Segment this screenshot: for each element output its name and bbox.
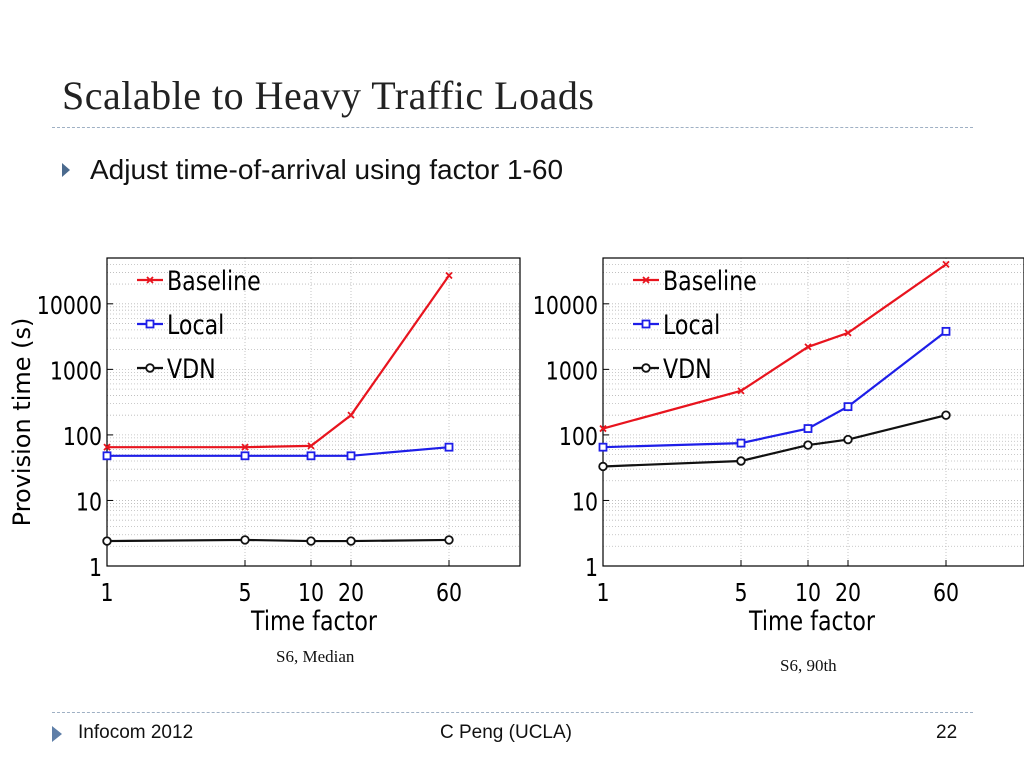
legend-label-vdn: VDN — [663, 353, 712, 385]
data-point-vdn — [444, 535, 454, 545]
y-tick-label: 10000 — [37, 292, 102, 320]
legend-label-local: Local — [663, 309, 720, 341]
x-tick-label: 1 — [100, 579, 113, 607]
slide-title: Scalable to Heavy Traffic Loads — [62, 73, 595, 118]
x-tick-label: 5 — [734, 579, 747, 607]
data-point-vdn — [346, 536, 356, 546]
x-tick-label: 60 — [436, 579, 462, 607]
legend-marker-vdn — [641, 363, 651, 373]
data-point-vdn — [941, 410, 951, 420]
data-point-local — [306, 451, 316, 461]
data-point-baseline — [241, 443, 249, 451]
legend-marker-baseline — [146, 276, 154, 284]
data-point-baseline — [307, 442, 315, 450]
x-tick-label: 1 — [596, 579, 609, 607]
y-tick-label: 1 — [89, 554, 102, 582]
footer-triangle-icon — [52, 726, 62, 742]
x-tick-label: 60 — [933, 579, 959, 607]
x-tick-label: 10 — [795, 579, 821, 607]
x-tick-label: 5 — [238, 579, 251, 607]
data-point-baseline — [737, 387, 745, 395]
y-tick-label: 1 — [585, 554, 598, 582]
bullet-text: Adjust time-of-arrival using factor 1-60 — [90, 154, 564, 185]
footer-author: C Peng (UCLA) — [440, 722, 572, 743]
data-point-baseline — [599, 424, 607, 433]
data-point-vdn — [803, 440, 813, 450]
legend-label-baseline: Baseline — [167, 265, 261, 297]
plot-area — [107, 258, 520, 566]
data-point-baseline — [445, 271, 453, 280]
legend-marker-baseline — [642, 276, 650, 284]
data-point-local — [102, 451, 112, 461]
data-point-vdn — [306, 536, 316, 546]
y-tick-label: 100 — [63, 423, 102, 451]
data-point-local — [598, 442, 608, 452]
median-provision-chart: 1 10 100 1000 10000 1 5 10 20 60 Time factor Provis… — [8, 257, 521, 637]
series-line-vdn — [106, 538, 450, 543]
legend-marker-local — [145, 319, 155, 329]
data-point-local — [346, 451, 356, 461]
data-point-local — [736, 438, 746, 448]
legend-marker-vdn — [145, 363, 155, 373]
y-axis-label: Provision time (s) — [8, 318, 36, 527]
legend-label-local: Local — [167, 309, 224, 341]
y-tick-label: 10000 — [533, 292, 598, 320]
y-tick-label: 10 — [572, 489, 598, 517]
footer-conference: Infocom 2012 — [78, 722, 194, 743]
footer-divider — [52, 712, 973, 713]
data-point-vdn — [240, 535, 250, 545]
x-tick-label: 20 — [835, 579, 861, 607]
axes-frame — [106, 257, 521, 567]
y-tick-label: 100 — [559, 423, 598, 451]
x-tick-label: 20 — [338, 579, 364, 607]
90th-provision-chart: 1 10 100 1000 10000 1 5 10 20 60 Time factor Baseli… — [533, 257, 1024, 637]
y-tick-label: 10 — [76, 489, 102, 517]
title-divider — [52, 127, 973, 128]
data-point-local — [444, 442, 454, 452]
data-point-vdn — [598, 461, 608, 472]
legend-label-baseline: Baseline — [663, 265, 757, 297]
median-caption: S6, Median — [276, 647, 355, 666]
data-point-baseline — [844, 329, 852, 337]
data-point-vdn — [736, 456, 746, 466]
data-point-local — [941, 326, 951, 336]
data-point-local — [803, 424, 813, 433]
y-tick-label: 1000 — [50, 357, 102, 385]
data-point-baseline — [942, 260, 950, 268]
data-point-baseline — [347, 411, 355, 419]
y-tick-label: 1000 — [546, 357, 598, 385]
x-axis-label: Time factor — [748, 605, 876, 637]
footer-page-number: 22 — [936, 722, 958, 743]
data-point-baseline — [804, 343, 812, 351]
data-point-local — [240, 451, 250, 461]
legend-marker-local — [641, 319, 651, 329]
data-point-baseline — [103, 443, 111, 451]
data-point-vdn — [102, 536, 112, 546]
data-point-local — [843, 402, 853, 412]
bullet-triangle-icon — [62, 163, 70, 177]
axes-frame — [602, 257, 1024, 567]
x-tick-label: 10 — [298, 579, 324, 607]
x-axis-label: Time factor — [250, 605, 378, 637]
90th-caption: S6, 90th — [780, 656, 837, 675]
data-point-vdn — [843, 434, 853, 445]
legend-label-vdn: VDN — [167, 353, 216, 385]
